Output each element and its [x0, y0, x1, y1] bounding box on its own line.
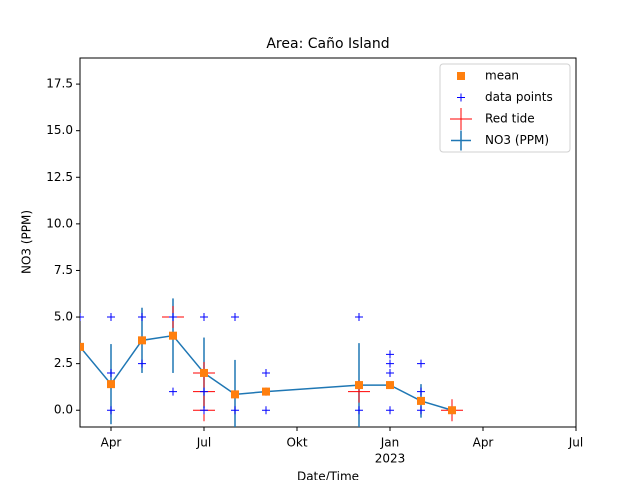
mean-marker — [80, 342, 84, 351]
mean-marker — [107, 380, 115, 389]
data-point — [417, 387, 425, 396]
data-point — [200, 406, 208, 415]
data-point — [355, 313, 363, 322]
mean-marker — [169, 331, 177, 340]
red-tide-marker — [450, 108, 472, 130]
data-point — [386, 406, 394, 415]
y-tick-label: 7.5 — [54, 263, 73, 277]
data-point — [231, 313, 239, 322]
legend-label: Red tide — [485, 112, 535, 126]
data-point — [417, 359, 425, 368]
y-tick-label: 17.5 — [46, 77, 73, 91]
x-tick-label: Jan — [380, 436, 400, 450]
mean-marker — [200, 368, 208, 377]
mean-marker — [448, 406, 456, 415]
x-axis-label: Date/Time — [297, 470, 359, 480]
data-point — [138, 313, 146, 322]
data-point — [457, 93, 465, 102]
x-tick-label: Jul — [568, 436, 583, 450]
plot-area — [79, 57, 577, 428]
data-point — [386, 350, 394, 359]
data-point — [262, 368, 270, 377]
legend-line — [451, 130, 471, 151]
data-point — [169, 313, 177, 322]
y-tick-label: 2.5 — [54, 356, 73, 370]
legend-box — [439, 63, 571, 153]
y-axis-label: NO3 (PPM) — [20, 210, 34, 274]
legend-label: NO3 (PPM) — [485, 133, 549, 147]
mean-marker — [457, 72, 465, 80]
data-point — [386, 368, 394, 377]
data-point — [107, 406, 115, 415]
data-point — [262, 406, 270, 415]
data-point — [200, 313, 208, 322]
mean-marker — [417, 396, 425, 405]
data-point — [107, 313, 115, 322]
y-tick-label: 12.5 — [46, 170, 73, 184]
x-tick-label: Okt — [286, 436, 307, 450]
data-point — [417, 406, 425, 415]
legend-label: mean — [485, 69, 519, 83]
data-point — [138, 359, 146, 368]
data-point — [169, 387, 177, 396]
y-tick-label: 5.0 — [54, 310, 73, 324]
x-tick-label: Apr — [101, 436, 122, 450]
data-point — [386, 359, 394, 368]
mean-marker — [386, 381, 394, 390]
chart-title: Area: Caño Island — [266, 36, 389, 52]
mean-marker — [355, 381, 363, 390]
legend-label: data points — [485, 90, 553, 104]
plot — [80, 298, 463, 427]
mean-marker — [138, 336, 146, 345]
y-tick-label: 15.0 — [46, 123, 73, 137]
x-tick-label: Apr — [473, 436, 494, 450]
data-point — [107, 368, 115, 377]
data-point — [80, 313, 84, 322]
data-point — [355, 406, 363, 415]
mean-marker — [231, 390, 239, 399]
x-tick-label: Jul — [196, 436, 211, 450]
x-year-label: 2023 — [375, 452, 406, 466]
data-point — [231, 406, 239, 415]
mean-marker — [262, 387, 270, 396]
y-tick-label: 0.0 — [54, 403, 73, 417]
y-tick-label: 10.0 — [46, 216, 73, 230]
data-point — [200, 387, 208, 396]
